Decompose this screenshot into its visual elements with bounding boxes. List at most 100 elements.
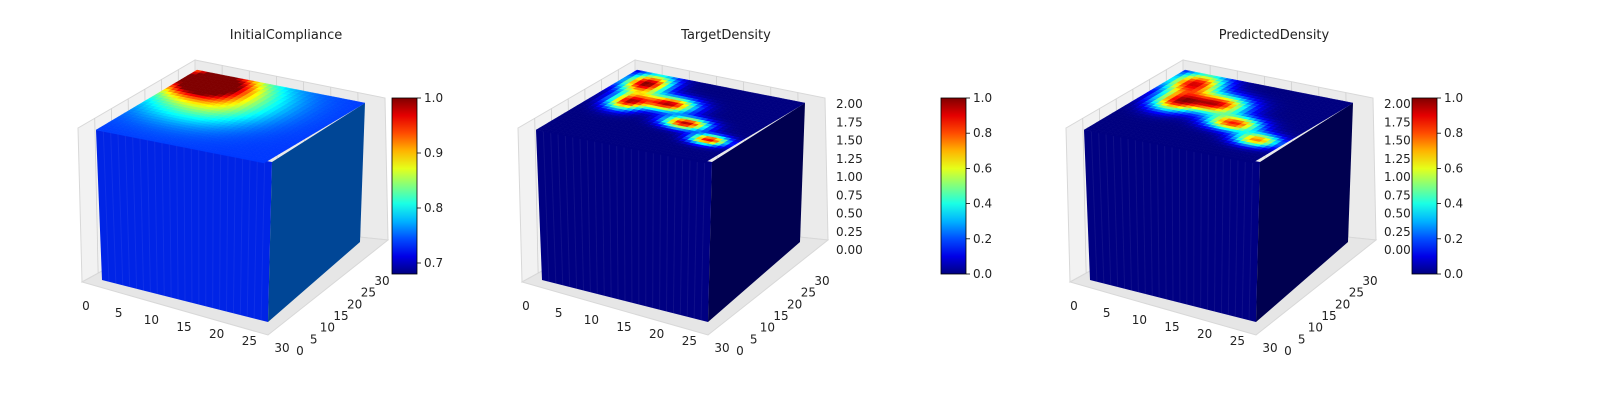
x-tick-label: 5 (555, 306, 563, 320)
x-tick-label: 0 (1070, 299, 1078, 313)
colorbar-tick-label: 1.0 (1444, 91, 1463, 105)
x-tick-label: 0 (522, 299, 530, 313)
voxel-edge (666, 153, 669, 312)
voxel-edge (686, 157, 691, 317)
z-tick-label: 1.50 (1384, 134, 1411, 148)
colorbar-tick-label: 0.4 (973, 197, 992, 211)
voxel-edge (693, 159, 698, 319)
voxel-edge (239, 156, 244, 316)
colorbar-tick-label: 0.2 (1444, 232, 1463, 246)
voxel-edge (608, 143, 612, 298)
voxel-edge (161, 141, 165, 296)
voxel-edge (623, 145, 626, 302)
voxel-edge (550, 132, 557, 284)
colorbar: 0.7 0.8 0.9 1.0 (391, 91, 443, 275)
cube-sides (536, 103, 805, 322)
voxel-edge (579, 137, 584, 291)
z-tick-label: 1.00 (1384, 170, 1411, 184)
colorbar-tick-label: 0.8 (424, 201, 443, 215)
x-tick-label: 15 (1164, 320, 1179, 334)
chart-title: PredictedDensity (1219, 28, 1330, 43)
y-tick-label: 0 (1284, 344, 1292, 358)
z-tick-label: 1.75 (1384, 115, 1411, 129)
colorbar-tick-label: 0.2 (973, 232, 992, 246)
x-tick-label: 30 (714, 341, 729, 355)
voxel-edge (139, 137, 144, 291)
voxel-edge (124, 135, 131, 288)
x-tick-label: 20 (649, 327, 664, 341)
z-tick-label: 0.25 (1384, 225, 1411, 239)
y-tick-label: 30 (1362, 274, 1377, 288)
z-axis: 0.00 0.25 0.50 0.75 1.00 1.25 1.50 1.75 2.00 (1384, 97, 1411, 257)
cube-front-face (96, 130, 272, 322)
x-tick-label: 5 (1103, 306, 1111, 320)
z-tick-label: 0.50 (836, 207, 863, 221)
colorbar-gradient (391, 97, 418, 275)
chart-title: InitialCompliance (230, 28, 343, 43)
x-tick-label: 20 (1197, 327, 1212, 341)
cube-right-face (268, 103, 365, 322)
z-tick-label: 1.50 (836, 134, 863, 148)
y-tick-label: 30 (814, 274, 829, 288)
colorbar-tick-label: 0.8 (1444, 126, 1463, 140)
colorbar-tick-label: 0.8 (973, 126, 992, 140)
colorbar-tick-label: 0.7 (424, 256, 443, 270)
voxel-edge (557, 133, 564, 286)
x-tick-label: 10 (1132, 313, 1147, 327)
x-tick-label: 25 (242, 334, 257, 348)
voxel-edge (219, 152, 222, 310)
voxel-edge (542, 131, 550, 282)
chart-title: TargetDensity (680, 28, 771, 43)
y-tick-label: 25 (361, 286, 376, 300)
x-tick-label: 5 (115, 306, 123, 320)
z-tick-label: 1.75 (836, 115, 863, 129)
z-tick-label: 0.75 (836, 188, 863, 202)
colorbar-tick-label: 0.0 (973, 267, 992, 281)
x-tick-label: 30 (274, 341, 289, 355)
voxel-edge (168, 143, 172, 298)
voxel-edge (630, 147, 633, 303)
z-tick-label: 2.00 (1384, 97, 1411, 111)
voxel-edge (154, 140, 158, 295)
voxel-edge (700, 160, 706, 321)
y-tick-label: 20 (347, 297, 362, 311)
x-tick-label: 25 (682, 334, 697, 348)
grid-line (534, 118, 539, 274)
x-tick-label: 10 (584, 313, 599, 327)
colorbar-tick-label: 0.6 (973, 161, 992, 175)
voxel-edge (226, 153, 229, 312)
voxel-edge (212, 151, 214, 309)
voxel-edge (110, 132, 117, 284)
voxel-edge (253, 159, 258, 319)
y-tick-label: 5 (750, 332, 758, 346)
grid-line (94, 118, 99, 274)
y-tick-label: 5 (310, 332, 318, 346)
z-tick-label: 0.00 (1384, 243, 1411, 257)
x-tick-label: 20 (209, 327, 224, 341)
voxel-edge (190, 147, 193, 303)
voxel-edge (1178, 147, 1181, 303)
colorbar-tick-label: 1.0 (973, 91, 992, 105)
voxel-edge (594, 140, 598, 295)
voxel-edge (572, 136, 578, 289)
voxel-edge (586, 139, 591, 293)
x-tick-label: 15 (616, 320, 631, 334)
voxel-edge (176, 144, 179, 300)
colorbar-tick-label: 1.0 (424, 91, 443, 105)
voxel-edge (183, 145, 186, 302)
voxel-edge (616, 144, 619, 300)
cube-sides (96, 103, 365, 322)
cube-front-face (536, 130, 712, 322)
x-tick-label: 10 (144, 313, 159, 327)
cube-top-heatmap (535, 69, 806, 164)
voxel-edge (679, 156, 684, 316)
z-tick-label: 0.25 (836, 225, 863, 239)
colorbar-gradient (1411, 97, 1438, 275)
x-axis: 0 5 10 15 20 25 30 (82, 299, 289, 355)
voxel-edge (652, 151, 654, 309)
x-tick-label: 0 (82, 299, 90, 313)
voxel-edge (246, 157, 251, 317)
